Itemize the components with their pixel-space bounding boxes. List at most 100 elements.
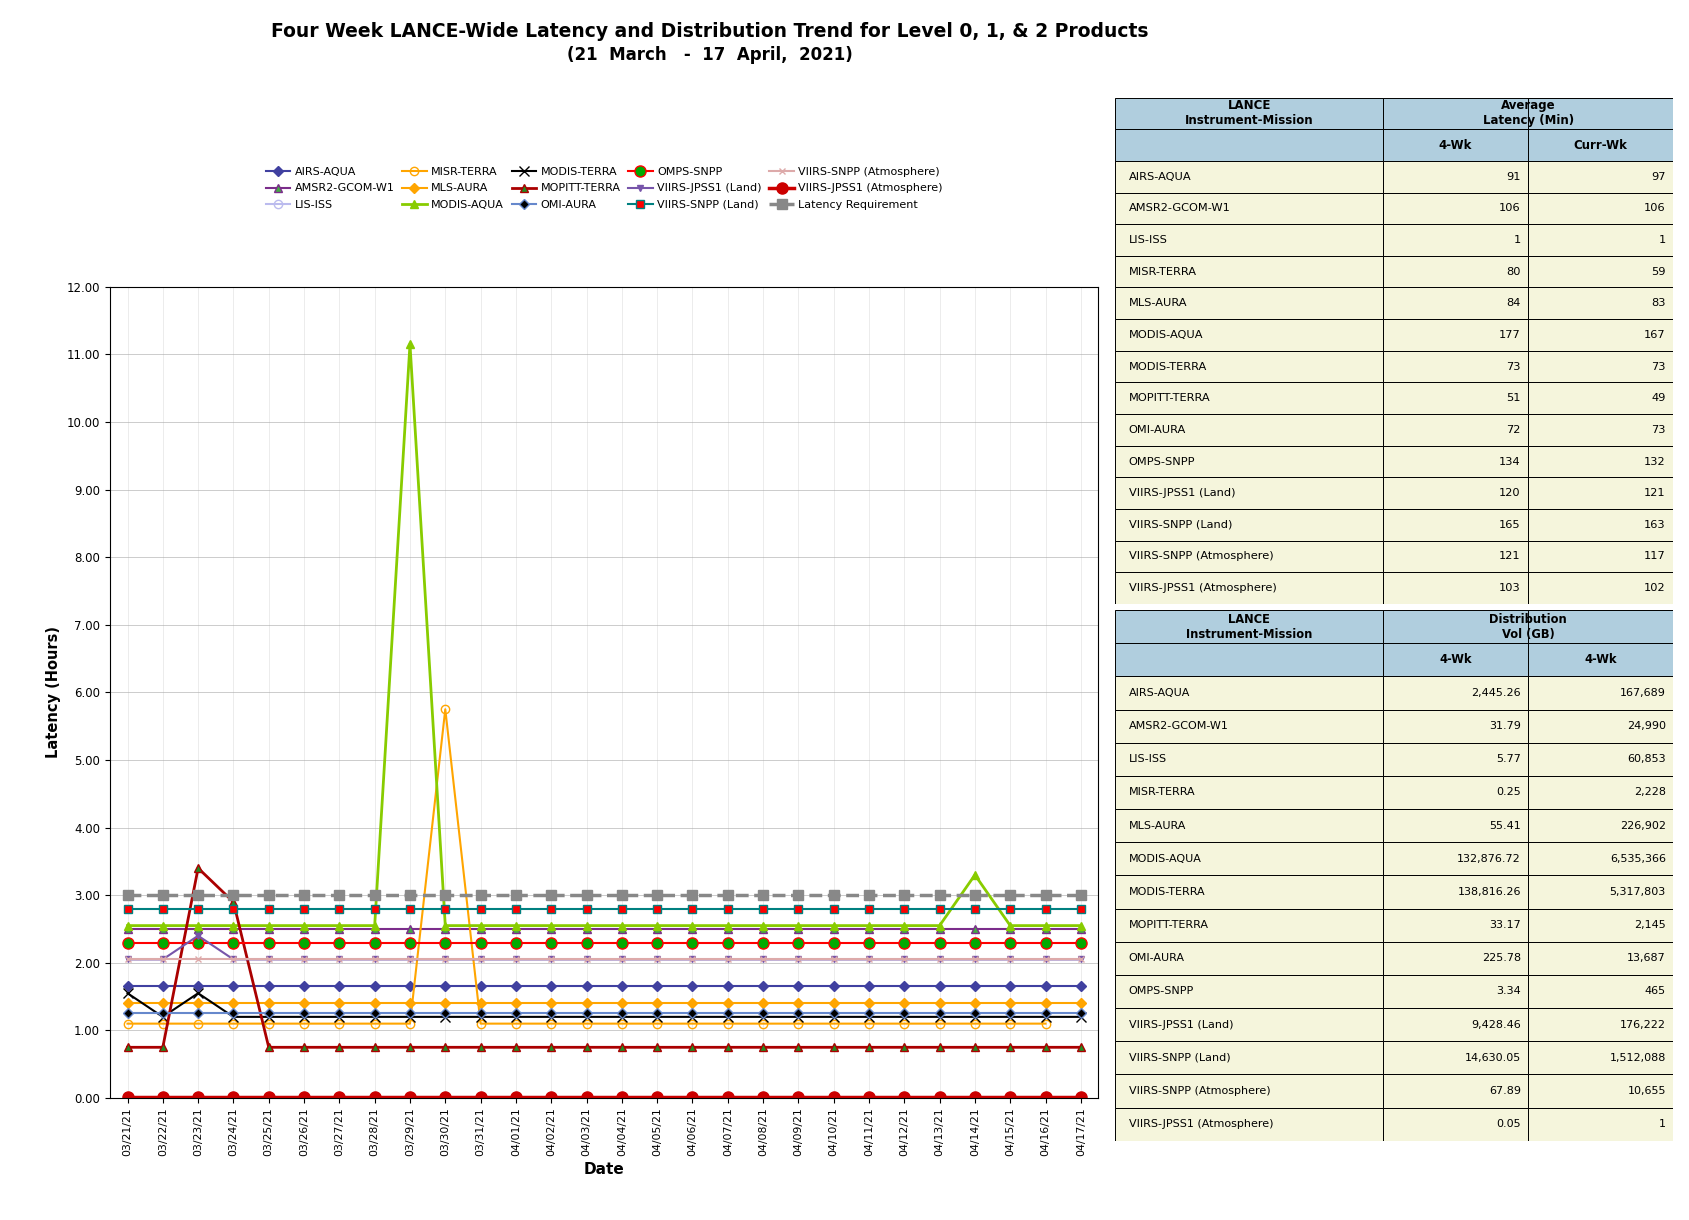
VIIRS-SNPP (Atmosphere)	[117, 952, 137, 966]
MOPITT-TERRA	[365, 1039, 385, 1054]
VIIRS-JPSS1 (Atmosphere)	[964, 1089, 985, 1104]
MISR-TERRA	[611, 1016, 632, 1031]
MOPITT-TERRA	[753, 1039, 774, 1054]
MISR-TERRA	[258, 1016, 279, 1031]
Bar	[1115, 288, 1382, 320]
Bar	[1382, 842, 1527, 876]
MISR-TERRA	[893, 1016, 914, 1031]
LIS-ISS	[152, 1089, 172, 1104]
VIIRS-SNPP (Land)	[540, 902, 561, 916]
VIIRS-SNPP (Atmosphere)	[576, 952, 596, 966]
AMSR2-GCOM-W1	[540, 921, 561, 936]
VIIRS-JPSS1 (Land)	[823, 952, 843, 966]
MODIS-TERRA	[576, 1010, 596, 1025]
MODIS-AQUA	[787, 919, 807, 933]
AMSR2-GCOM-W1	[576, 921, 596, 936]
AMSR2-GCOM-W1	[470, 921, 490, 936]
AIRS-AQUA	[294, 980, 314, 994]
Bar	[1382, 351, 1527, 382]
MODIS-AQUA	[1035, 919, 1056, 933]
AIRS-AQUA	[858, 980, 878, 994]
OMI-AURA	[1071, 1006, 1091, 1021]
Text: LANCE
Instrument-Mission: LANCE Instrument-Mission	[1186, 612, 1312, 641]
Bar	[1115, 776, 1382, 809]
MODIS-AQUA	[117, 919, 137, 933]
MODIS-TERRA	[152, 1010, 172, 1025]
AIRS-AQUA	[753, 980, 774, 994]
VIIRS-JPSS1 (Atmosphere)	[117, 1089, 137, 1104]
OMPS-SNPP	[964, 936, 985, 950]
Latency Requirement	[434, 888, 454, 903]
Text: 2,145: 2,145	[1633, 920, 1665, 930]
Text: 10,655: 10,655	[1627, 1086, 1665, 1096]
MODIS-AQUA	[647, 919, 667, 933]
Bar	[1382, 320, 1527, 351]
Line: MLS-AURA: MLS-AURA	[123, 1000, 1084, 1006]
MODIS-TERRA	[434, 1010, 454, 1025]
MODIS-TERRA	[929, 1010, 949, 1025]
Bar	[1115, 643, 1382, 676]
Bar	[1527, 1041, 1672, 1075]
Text: VIIRS-JPSS1 (Atmosphere): VIIRS-JPSS1 (Atmosphere)	[1128, 1119, 1272, 1130]
Bar	[1527, 382, 1672, 414]
Bar	[1382, 256, 1527, 288]
OMI-AURA	[223, 1006, 243, 1021]
Bar	[1382, 414, 1527, 445]
OMI-AURA	[787, 1006, 807, 1021]
Text: MODIS-AQUA: MODIS-AQUA	[1128, 329, 1203, 340]
OMI-AURA	[823, 1006, 843, 1021]
Latency Requirement	[576, 888, 596, 903]
Text: VIIRS-SNPP (Atmosphere): VIIRS-SNPP (Atmosphere)	[1128, 1086, 1270, 1096]
VIIRS-SNPP (Atmosphere)	[470, 952, 490, 966]
LIS-ISS	[753, 1089, 774, 1104]
Bar	[1527, 161, 1672, 193]
Bar	[1115, 809, 1382, 842]
OMPS-SNPP	[294, 936, 314, 950]
VIIRS-JPSS1 (Atmosphere)	[929, 1089, 949, 1104]
MLS-AURA	[823, 996, 843, 1010]
VIIRS-SNPP (Land)	[152, 902, 172, 916]
MOPITT-TERRA	[682, 1039, 703, 1054]
MLS-AURA	[718, 996, 738, 1010]
Bar	[1527, 876, 1672, 909]
MLS-AURA	[753, 996, 774, 1010]
VIIRS-JPSS1 (Atmosphere)	[1071, 1089, 1091, 1104]
AIRS-AQUA	[329, 980, 350, 994]
AIRS-AQUA	[505, 980, 525, 994]
MISR-TERRA	[1035, 1016, 1056, 1031]
Text: MLS-AURA: MLS-AURA	[1128, 821, 1186, 831]
AIRS-AQUA	[611, 980, 632, 994]
VIIRS-SNPP (Land)	[258, 902, 279, 916]
Latency Requirement	[152, 888, 172, 903]
LIS-ISS	[823, 1089, 843, 1104]
Latency Requirement	[787, 888, 807, 903]
Text: 1: 1	[1513, 235, 1520, 245]
Latency Requirement	[117, 888, 137, 903]
Bar	[1115, 98, 1382, 129]
OMPS-SNPP	[152, 936, 172, 950]
Latency Requirement	[294, 888, 314, 903]
VIIRS-JPSS1 (Land)	[258, 952, 279, 966]
MOPITT-TERRA	[329, 1039, 350, 1054]
Bar	[1527, 477, 1672, 509]
LIS-ISS	[117, 1089, 137, 1104]
VIIRS-JPSS1 (Atmosphere)	[647, 1089, 667, 1104]
OMPS-SNPP	[576, 936, 596, 950]
Text: OMI-AURA: OMI-AURA	[1128, 425, 1186, 434]
Bar	[1527, 975, 1672, 1008]
VIIRS-JPSS1 (Land)	[434, 952, 454, 966]
MOPITT-TERRA	[576, 1039, 596, 1054]
Bar	[1382, 1008, 1527, 1041]
OMI-AURA	[258, 1006, 279, 1021]
Text: 4-Wk: 4-Wk	[1437, 139, 1471, 151]
VIIRS-JPSS1 (Land)	[858, 952, 878, 966]
AMSR2-GCOM-W1	[964, 921, 985, 936]
Text: AIRS-AQUA: AIRS-AQUA	[1128, 172, 1191, 182]
Text: 167,689: 167,689	[1620, 688, 1665, 698]
VIIRS-SNPP (Land)	[893, 902, 914, 916]
Text: Curr-Wk: Curr-Wk	[1572, 139, 1627, 151]
Line: MISR-TERRA: MISR-TERRA	[123, 705, 1049, 1027]
AIRS-AQUA	[893, 980, 914, 994]
Latency Requirement	[647, 888, 667, 903]
AMSR2-GCOM-W1	[152, 921, 172, 936]
